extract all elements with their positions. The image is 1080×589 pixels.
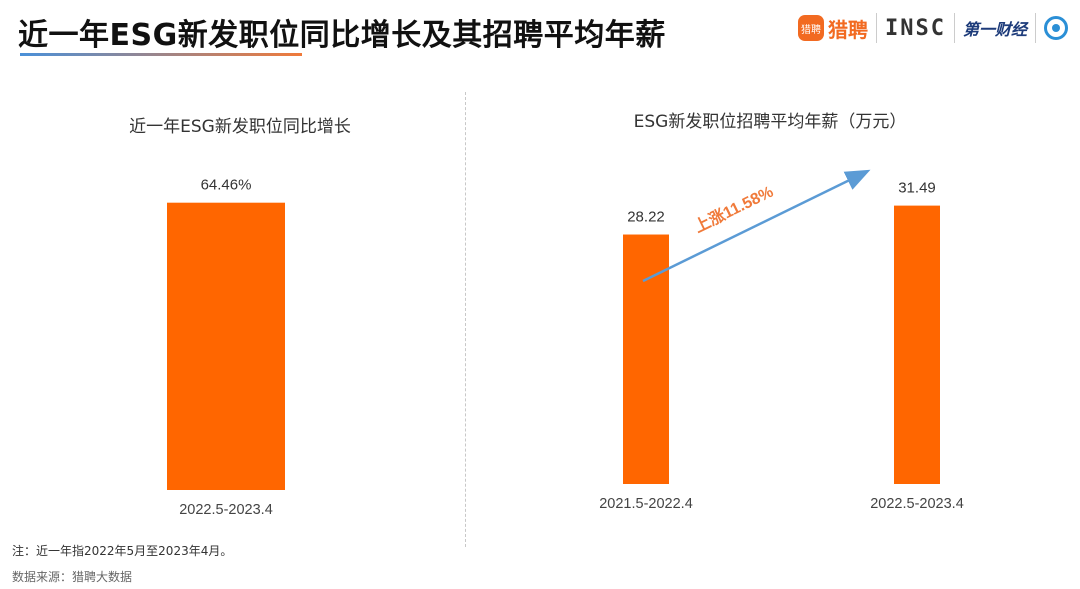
liepin-logo: 猎聘 猎聘	[798, 14, 868, 43]
category-label: 2021.5-2022.4	[599, 496, 693, 512]
data-label: 28.22	[627, 209, 665, 226]
chart-title-growth: 近一年ESG新发职位同比增长	[129, 117, 351, 137]
data-label: 31.49	[898, 180, 936, 197]
yicai-logo: 第一财经	[962, 20, 1027, 39]
logo-divider	[1035, 13, 1036, 43]
title-underline	[20, 53, 302, 56]
page-title: 近一年ESG新发职位同比增长及其招聘平均年薪	[18, 18, 666, 53]
salary-chart: 28.22 2021.5-2022.4 31.49 2022.5-2023.4 上涨11…	[599, 169, 964, 512]
circle-logo-icon	[1044, 16, 1068, 40]
bar	[894, 205, 940, 484]
logo-divider	[876, 13, 877, 43]
trend-arrow	[642, 169, 871, 283]
bar	[623, 234, 669, 484]
logo-bar: 猎聘 猎聘 INSC 第一财经	[798, 8, 1068, 48]
data-label: 64.46%	[201, 177, 252, 194]
liepin-logo-icon: 猎聘	[798, 15, 824, 41]
chart-title-salary: ESG新发职位招聘平均年薪（万元）	[633, 112, 907, 132]
growth-annotation: 上涨11.58%	[691, 183, 776, 237]
category-label: 2022.5-2023.4	[179, 502, 273, 518]
liepin-logo-text: 猎聘	[828, 17, 868, 42]
chart-divider	[465, 92, 466, 547]
data-source: 数据来源：猎聘大数据	[12, 570, 133, 584]
logo-divider	[953, 13, 955, 43]
bar	[167, 202, 285, 490]
growth-chart: 64.46% 2022.5-2023.4	[167, 177, 285, 518]
category-label: 2022.5-2023.4	[870, 496, 964, 512]
footnote: 注：近一年指2022年5月至2023年4月。	[12, 544, 233, 558]
insc-logo: INSC	[885, 15, 946, 41]
